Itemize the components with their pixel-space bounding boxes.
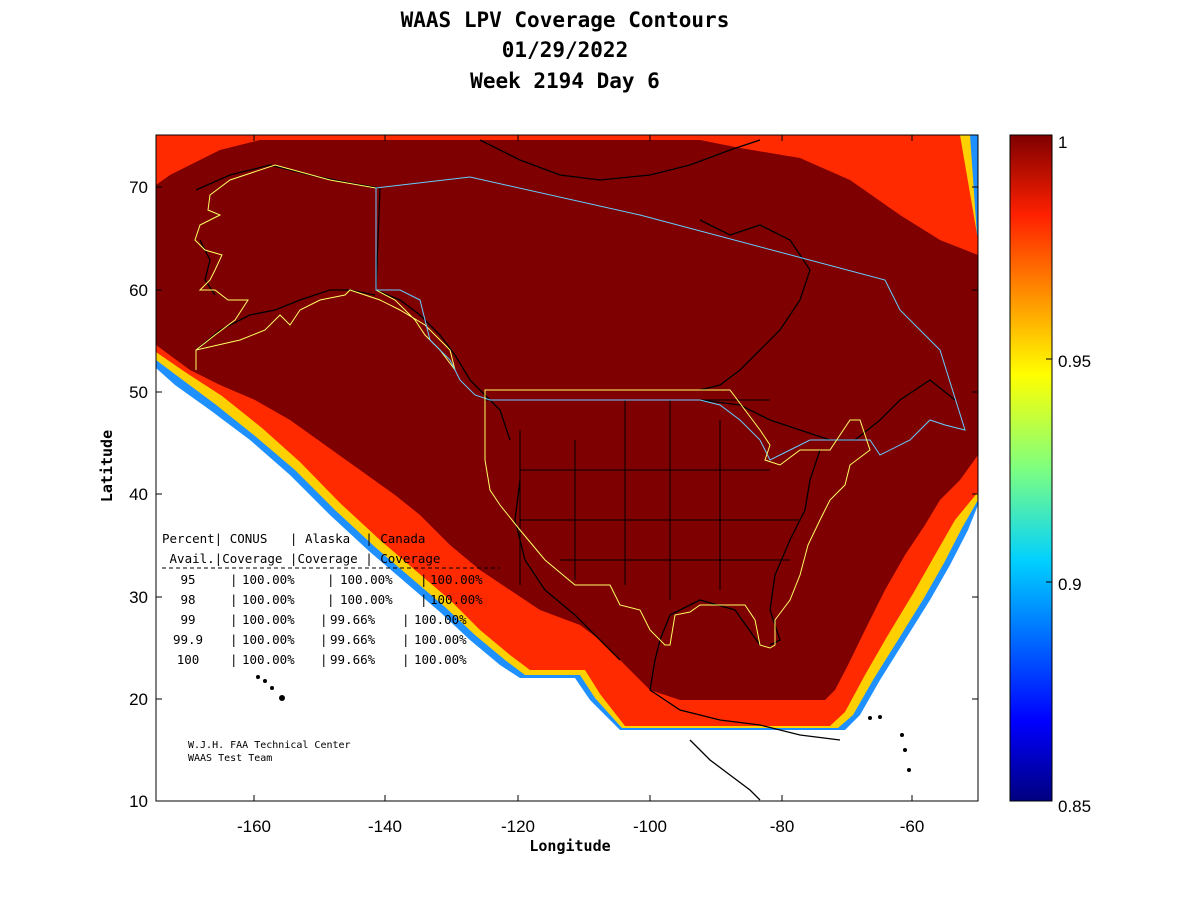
x-tick-label: -100 xyxy=(633,817,667,836)
colorbar-tick-label: 0.95 xyxy=(1058,352,1091,371)
region-boundaries xyxy=(194,164,966,649)
table-row: 100 | 100.00% | 99.66% | 100.00% xyxy=(177,652,467,667)
svg-text:|: | xyxy=(420,572,428,587)
svg-text:|: | xyxy=(402,632,410,647)
canada-boundary xyxy=(375,176,966,461)
svg-text:98: 98 xyxy=(180,592,195,607)
svg-text:100.00%: 100.00% xyxy=(242,592,295,607)
svg-text:|: | xyxy=(402,652,410,667)
svg-text:95: 95 xyxy=(180,572,195,587)
svg-text:100.00%: 100.00% xyxy=(242,632,295,647)
svg-text:100.00%: 100.00% xyxy=(430,592,483,607)
colorbar: 1 0.95 0.9 0.85 xyxy=(1009,133,1091,816)
colorbar-gradient xyxy=(1009,134,1053,802)
svg-text:99.66%: 99.66% xyxy=(330,632,376,647)
x-axis-label: Longitude xyxy=(529,837,610,855)
svg-text:100.00%: 100.00% xyxy=(414,612,467,627)
svg-text:100.00%: 100.00% xyxy=(242,572,295,587)
credit-line-2: WAAS Test Team xyxy=(188,753,272,764)
svg-text:|: | xyxy=(320,632,328,647)
svg-text:100.00%: 100.00% xyxy=(242,612,295,627)
conus-boundary xyxy=(484,389,871,649)
table-row: 99 | 100.00% | 99.66% | 100.00% xyxy=(180,612,467,627)
map-date: 01/29/2022 xyxy=(501,38,629,62)
table-row: 98 | 100.00% | 100.00% | 100.00% xyxy=(180,592,483,607)
coverage-contours xyxy=(156,135,978,730)
y-axis-label: Latitude xyxy=(98,430,116,502)
svg-text:|: | xyxy=(230,632,238,647)
x-tick-label: -80 xyxy=(770,817,795,836)
map-title: WAAS LPV Coverage Contours xyxy=(400,8,730,32)
svg-text:100.00%: 100.00% xyxy=(414,632,467,647)
svg-text:|: | xyxy=(230,572,238,587)
island-markers xyxy=(256,675,911,772)
y-tick-label: 70 xyxy=(129,178,148,197)
y-tick-label: 50 xyxy=(129,383,148,402)
svg-text:|: | xyxy=(402,612,410,627)
y-tick-label: 10 xyxy=(129,792,148,811)
svg-text:|: | xyxy=(320,652,328,667)
table-header-2: Avail.|Coverage |Coverage | Coverage xyxy=(162,551,440,566)
y-tick-label: 20 xyxy=(129,690,148,709)
x-tick-label: -140 xyxy=(368,817,402,836)
svg-text:99: 99 xyxy=(180,612,195,627)
svg-text:100.00%: 100.00% xyxy=(340,592,393,607)
svg-text:100: 100 xyxy=(177,652,200,667)
credit-line-1: W.J.H. FAA Technical Center xyxy=(188,740,351,751)
svg-text:|: | xyxy=(327,592,335,607)
svg-text:100.00%: 100.00% xyxy=(414,652,467,667)
colorbar-tick-label: 0.9 xyxy=(1058,575,1082,594)
y-tick-label: 60 xyxy=(129,281,148,300)
plot-frame xyxy=(155,134,979,802)
svg-text:|: | xyxy=(327,572,335,587)
y-tick-label: 40 xyxy=(129,485,148,504)
table-row: 99.9 | 100.00% | 99.66% | 100.00% xyxy=(173,632,467,647)
svg-text:100.00%: 100.00% xyxy=(340,572,393,587)
y-tick-label: 30 xyxy=(129,588,148,607)
colorbar-tick-label: 1 xyxy=(1058,133,1067,152)
svg-text:|: | xyxy=(230,612,238,627)
y-axis: 70 60 50 40 30 20 10 Latitude xyxy=(98,178,978,811)
svg-text:100.00%: 100.00% xyxy=(430,572,483,587)
svg-text:99.66%: 99.66% xyxy=(330,612,376,627)
x-tick-label: -160 xyxy=(237,817,271,836)
availability-table: Percent| CONUS | Alaska | Canada Avail.|… xyxy=(162,531,500,667)
svg-text:|: | xyxy=(230,592,238,607)
x-tick-label: -120 xyxy=(501,817,535,836)
colorbar-tick-label: 0.85 xyxy=(1058,797,1091,816)
svg-text:99.9: 99.9 xyxy=(173,632,203,647)
table-row: 95 | 100.00% | 100.00% | 100.00% xyxy=(180,572,483,587)
table-header-1: Percent| CONUS | Alaska | Canada xyxy=(162,531,425,546)
x-tick-label: -60 xyxy=(900,817,925,836)
x-axis: -160 -140 -120 -100 -80 -60 Longitude xyxy=(237,135,924,855)
svg-text:|: | xyxy=(320,612,328,627)
svg-text:|: | xyxy=(230,652,238,667)
svg-text:|: | xyxy=(420,592,428,607)
svg-text:100.00%: 100.00% xyxy=(242,652,295,667)
svg-text:99.66%: 99.66% xyxy=(330,652,376,667)
map-week: Week 2194 Day 6 xyxy=(470,69,660,93)
